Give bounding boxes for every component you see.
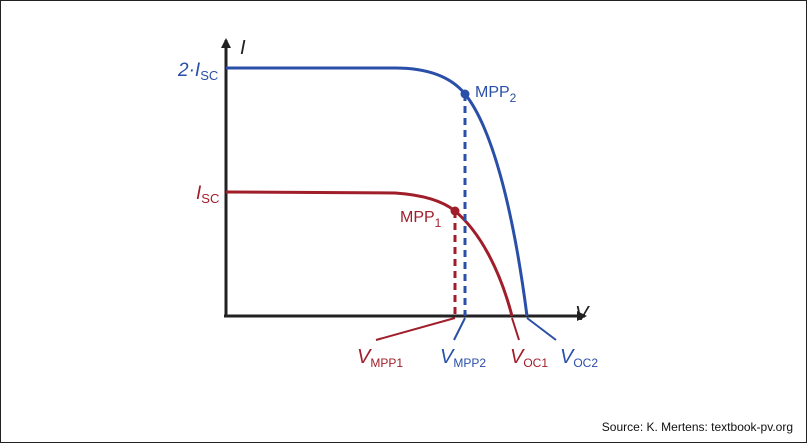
mpp2-label: MPP2 (475, 84, 517, 105)
vmpp2-leader (453, 317, 466, 341)
vmpp1-label: VMPP1 (357, 346, 403, 370)
x-axis-label: V (575, 303, 590, 325)
y-axis-label: I (240, 37, 246, 59)
blue-iv-curve (226, 66, 529, 317)
voc2-leader (526, 317, 557, 341)
red-iv-curve (225, 190, 514, 317)
vmpp2-label: VMPP2 (440, 346, 486, 370)
blue-mpp-point (460, 89, 470, 99)
red-mpp-point (450, 206, 460, 216)
mpp1-label: MPP1 (400, 209, 442, 230)
source-caption: Source: K. Mertens: textbook-pv.org (601, 420, 793, 434)
red-isc-label: ISC (196, 183, 219, 206)
blue-isc-label: 2·ISC (177, 60, 218, 83)
voc1-leader (511, 317, 520, 341)
voc2-label: VOC2 (560, 346, 598, 370)
vmpp1-leader (375, 317, 456, 341)
voc1-label: VOC1 (510, 346, 548, 370)
